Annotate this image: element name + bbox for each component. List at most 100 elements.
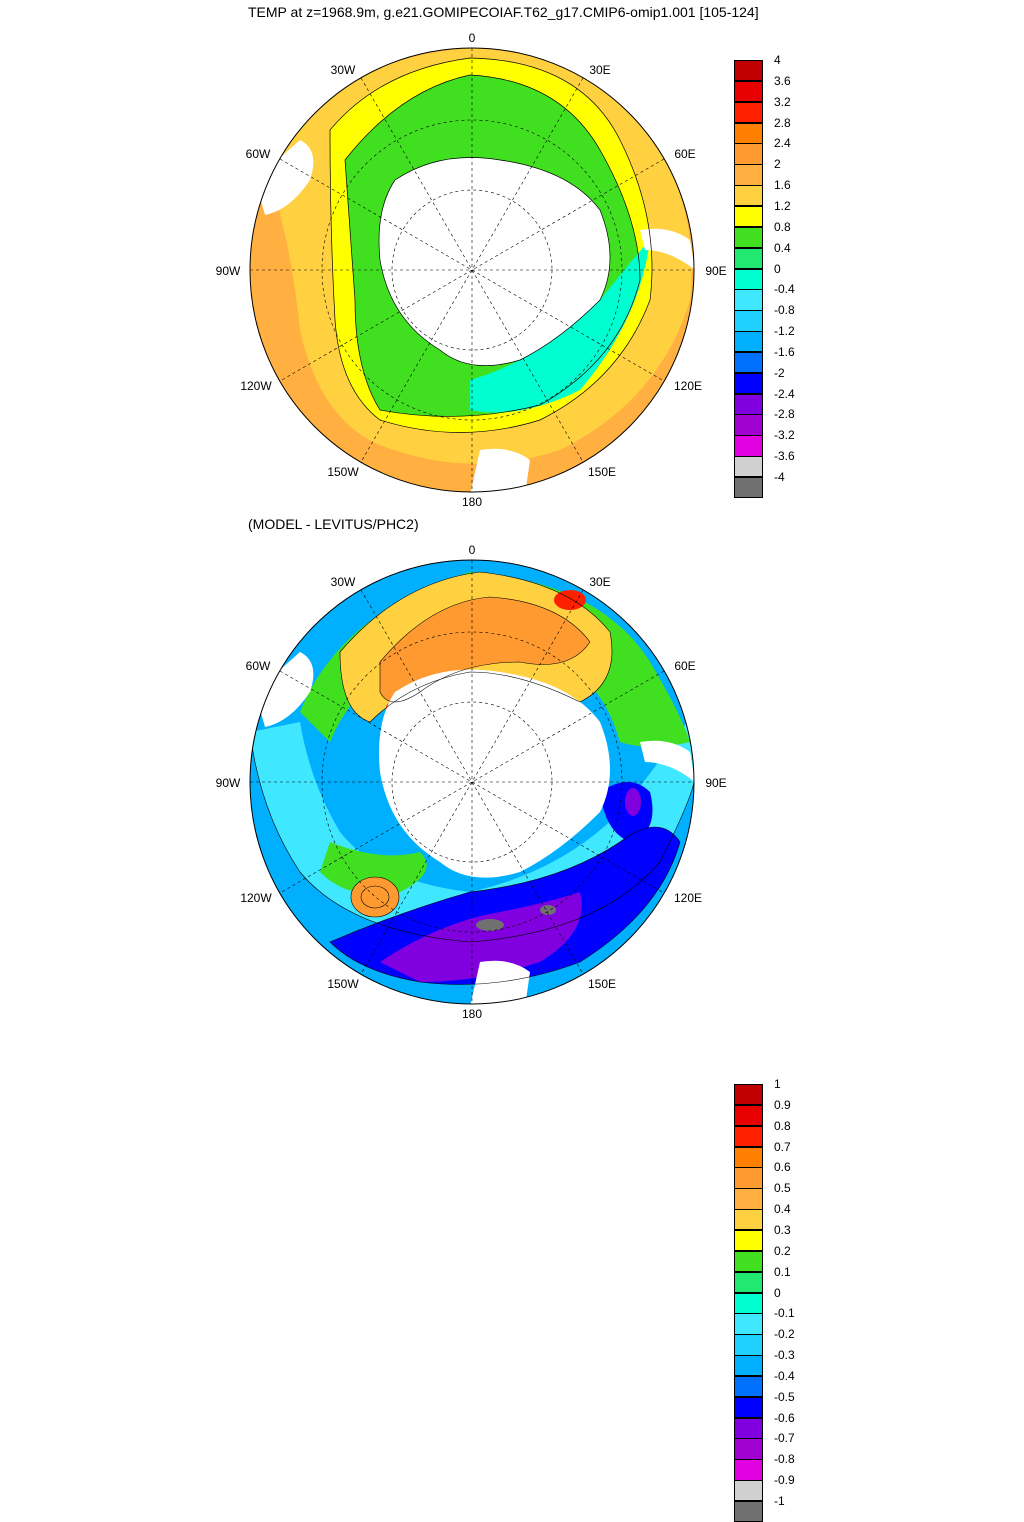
colorbar-label: -0.8 [774, 1452, 795, 1467]
colorbar-label: 3.6 [774, 73, 791, 88]
contour-lines [329, 57, 653, 433]
colorbar-swatch [734, 247, 763, 269]
colorbar-swatch [734, 185, 763, 207]
colorbar-swatch [734, 80, 763, 103]
colorbar-swatch [734, 122, 763, 144]
colorbar-label: 0.7 [774, 1139, 791, 1154]
colorbar-swatch [734, 289, 763, 311]
graticule [250, 560, 694, 1004]
colorbar-label: -3.2 [774, 428, 795, 443]
colorbar-label: -0.8 [774, 303, 795, 318]
colorbar-label: 0.9 [774, 1097, 791, 1112]
lon-label-30w: 30W [331, 575, 356, 589]
colorbar-swatch [734, 393, 763, 415]
colorbar-swatch [734, 372, 763, 395]
colorbar-swatch [734, 1417, 763, 1439]
colorbar-label: 0.5 [774, 1181, 791, 1196]
colorbar-label: -0.5 [774, 1389, 795, 1404]
lon-label-120e: 120E [674, 891, 702, 905]
lon-label-30w: 30W [331, 63, 356, 77]
colorbar-label: -2.4 [774, 386, 795, 401]
lon-label-180: 180 [462, 495, 482, 509]
colorbar-swatch [734, 477, 763, 499]
temperature-map-panel: 0 30E 60E 90E 120E 150E 180 150W 120W 90… [0, 0, 1024, 512]
colorbar-swatch [734, 1501, 763, 1522]
colorbar-label: 0.6 [774, 1160, 791, 1175]
colorbar-label: -3.6 [774, 449, 795, 464]
lon-label-90w: 90W [216, 264, 241, 278]
colorbar-swatch [734, 1438, 763, 1460]
lon-label-30e: 30E [589, 63, 610, 77]
lon-label-60w: 60W [246, 659, 271, 673]
map-border [249, 47, 695, 493]
colorbar-swatch [734, 1167, 763, 1189]
graticule [250, 48, 694, 492]
temperature-field [250, 48, 694, 492]
colorbar-label: -2.8 [774, 407, 795, 422]
lon-label-0: 0 [469, 543, 476, 557]
lon-label-150e: 150E [588, 465, 616, 479]
colorbar-label: 0.1 [774, 1264, 791, 1279]
colorbar-label: 1 [774, 1077, 781, 1091]
colorbar-swatch [734, 1313, 763, 1335]
lon-label-90e: 90E [705, 776, 726, 790]
colorbar-label: -0.4 [774, 1368, 795, 1383]
colorbar-label: 2 [774, 157, 781, 172]
colorbar-swatch [734, 1125, 763, 1148]
colorbar-label: -0.4 [774, 282, 795, 297]
lon-label-120w: 120W [240, 891, 272, 905]
colorbar-label: -1.6 [774, 344, 795, 359]
colorbar-label: 1.6 [774, 178, 791, 193]
map-border [249, 559, 695, 1005]
lon-label-60e: 60E [674, 147, 695, 161]
lon-label-120e: 120E [674, 379, 702, 393]
colorbar-swatch [734, 164, 763, 186]
lon-label-30e: 30E [589, 575, 610, 589]
lon-label-150w: 150W [327, 977, 359, 991]
colorbar-swatch [734, 1271, 763, 1293]
colorbar-swatch [734, 1396, 763, 1419]
lon-label-0: 0 [469, 31, 476, 45]
colorbar-swatch [734, 1292, 763, 1314]
colorbar-swatch [734, 1229, 763, 1252]
colorbar-swatch [734, 1209, 763, 1231]
colorbar-label: 1.2 [774, 198, 791, 213]
colorbar-swatch [734, 1459, 763, 1481]
longitude-labels: 0 30E 60E 90E 120E 150E 180 150W 120W 90… [216, 31, 727, 509]
colorbar-label: 2.8 [774, 115, 791, 130]
colorbar-label: 0.8 [774, 219, 791, 234]
colorbar-label: 0.2 [774, 1243, 791, 1258]
colorbar-swatch [734, 414, 763, 436]
colorbar-label: 3.2 [774, 94, 791, 109]
colorbar-swatch [734, 310, 763, 332]
colorbar-swatch [734, 351, 763, 374]
colorbar-label: -0.1 [774, 1306, 795, 1321]
lon-label-180: 180 [462, 1007, 482, 1021]
colorbar-label: -0.2 [774, 1327, 795, 1342]
colorbar-swatch [734, 205, 763, 228]
lon-label-120w: 120W [240, 379, 272, 393]
lon-label-60w: 60W [246, 147, 271, 161]
colorbar-swatch [734, 60, 763, 82]
colorbar-swatch [734, 1355, 763, 1377]
colorbar-label: -1.2 [774, 324, 795, 339]
colorbar-label: -4 [774, 470, 785, 484]
colorbar-swatch [734, 1104, 763, 1127]
colorbar-label: 4 [774, 53, 781, 67]
lon-label-150w: 150W [327, 465, 359, 479]
colorbar-swatch [734, 1334, 763, 1356]
difference-polar-map: 0 30E 60E 90E 120E 150E 180 150W 120W 90… [216, 543, 727, 1021]
colorbar-label: 0.4 [774, 240, 791, 255]
colorbar-swatch [734, 268, 763, 290]
colorbar-label: -0.3 [774, 1348, 795, 1363]
colorbar-swatch [734, 226, 763, 249]
colorbar-label: -0.7 [774, 1431, 795, 1446]
lon-label-90w: 90W [216, 776, 241, 790]
colorbar-label: 0 [774, 1285, 781, 1300]
lon-label-60e: 60E [674, 659, 695, 673]
colorbar-swatch [734, 1188, 763, 1210]
colorbar-label: 0 [774, 261, 781, 276]
colorbar-swatch [734, 456, 763, 478]
colorbar-swatch [734, 101, 763, 124]
temperature-polar-map: 0 30E 60E 90E 120E 150E 180 150W 120W 90… [216, 31, 727, 509]
